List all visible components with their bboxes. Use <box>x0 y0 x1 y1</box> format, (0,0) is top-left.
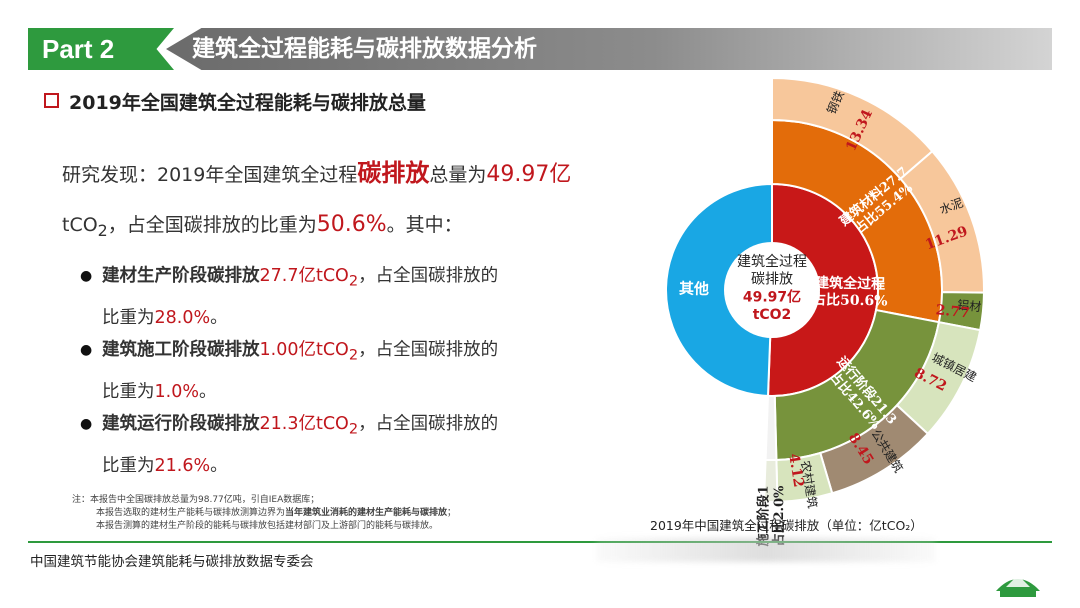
bullet-item: ● 建材生产阶段碳排放27.7亿tCO2，占全国碳排放的 比重为28.0%。 <box>80 258 620 332</box>
outer-value-2: 2.77 <box>935 302 971 321</box>
center-label: 建筑全过程碳排放 49.97亿 tCO2 <box>737 253 807 323</box>
bullet-item: ● 建筑运行阶段碳排放21.3亿tCO2，占全国碳排放的 比重为21.6%。 <box>80 406 620 480</box>
bullet-value-sub: 2 <box>348 346 359 364</box>
bullet-line-1: 建筑运行阶段碳排放21.3亿tCO2，占全国碳排放的 <box>102 406 620 448</box>
bullet-item: ● 建筑施工阶段碳排放1.00亿tCO2，占全国碳排放的 比重为1.0%。 <box>80 332 620 406</box>
footnote-line-2: 本报告选取的建材生产能耗与碳排放测算边界为当年建筑业消耗的建材生产能耗与碳排放； <box>72 507 456 520</box>
page-title: 建筑全过程能耗与碳排放数据分析 <box>192 36 537 62</box>
bullet-list: ● 建材生产阶段碳排放27.7亿tCO2，占全国碳排放的 比重为28.0%。 ●… <box>80 258 620 480</box>
finding-line-2: tCO2，占全国碳排放的比重为50.6%。其中： <box>62 200 622 256</box>
middle-slice-2 <box>764 394 778 461</box>
inner-slice-other <box>665 182 773 397</box>
bullet-dot-icon: ● <box>80 342 93 358</box>
middle-label-2: 施工阶段1占比2.0% <box>755 485 787 547</box>
finding-unit: tCO <box>62 214 98 236</box>
inner-label-other: 其他 <box>679 279 709 298</box>
part-badge: Part 2 <box>28 28 174 70</box>
chart-caption: 2019年中国建筑全过程碳排放（单位：亿tCO₂） <box>650 518 923 533</box>
bullet-suffix: ，占全国碳排放的 <box>358 266 499 286</box>
bullet-dot-icon: ● <box>80 416 93 432</box>
outer-label-5: 农村建筑 <box>798 460 820 510</box>
footnote-line-2a: 本报告选取的建材生产能耗与碳排放测算边界为 <box>96 508 286 518</box>
bullet-share-suffix: 。 <box>198 381 217 402</box>
bullet-share-prefix: 比重为 <box>102 307 155 328</box>
footnote: 注：本报告中全国碳排放总量为98.77亿吨，引自IEA数据库； 本报告选取的建材… <box>72 494 456 533</box>
bullet-share: 21.6% <box>154 455 211 476</box>
bullet-value-sub: 2 <box>348 420 359 438</box>
bullet-line-1: 建筑施工阶段碳排放1.00亿tCO2，占全国碳排放的 <box>102 332 620 374</box>
finding-prefix: 研究发现：2019年全国建筑全过程 <box>62 164 358 186</box>
finding-unit-sub: 2 <box>97 220 108 240</box>
bullet-line-2: 比重为21.6%。 <box>102 448 620 484</box>
footer-organization: 中国建筑节能协会建筑能耗与碳排放数据专委会 <box>30 554 314 570</box>
bullet-value: 1.00亿tCO <box>259 340 349 360</box>
association-logo-icon <box>996 575 1040 597</box>
finding-share-text: ，占全国碳排放的比重为 <box>107 214 317 236</box>
finding-total-value: 49.97亿 <box>486 162 572 187</box>
inner-label-building: 建筑全过程占比50.6% <box>812 274 888 309</box>
bullet-share: 1.0% <box>154 381 199 402</box>
bullet-share-prefix: 比重为 <box>102 455 155 476</box>
bullet-suffix: ，占全国碳排放的 <box>358 340 499 360</box>
footnote-line-1: 注：本报告中全国碳排放总量为98.77亿吨，引自IEA数据库； <box>72 495 320 505</box>
header: Part 2 建筑全过程能耗与碳排放数据分析 <box>28 28 1052 70</box>
bullet-share-suffix: 。 <box>210 307 228 328</box>
title-bar <box>166 28 1052 70</box>
square-bullet-icon <box>44 93 59 108</box>
section-heading: 2019年全国建筑全过程能耗与碳排放总量 <box>44 88 426 115</box>
outer-label-2: 铝材 <box>957 297 982 314</box>
sunburst-chart: 钢铁13.34水泥11.29铝材2.77城镇居建8.72公共建筑8.45农村建筑… <box>665 76 985 547</box>
bullet-value: 27.7亿tCO <box>259 266 349 286</box>
finding-emphasis: 碳排放 <box>357 159 430 187</box>
bullet-line-2: 比重为1.0%。 <box>102 374 620 410</box>
bullet-line-1: 建材生产阶段碳排放27.7亿tCO2，占全国碳排放的 <box>102 258 620 300</box>
center-disc <box>724 242 820 338</box>
section-heading-text: 2019年全国建筑全过程能耗与碳排放总量 <box>69 92 426 114</box>
footnote-line-2c: ； <box>447 508 457 518</box>
footnote-line-2b: 当年建筑业消耗的建材生产能耗与碳排放 <box>285 508 448 518</box>
finding-line-1: 研究发现：2019年全国建筑全过程碳排放总量为49.97亿 <box>62 148 622 200</box>
bullet-prefix: 建筑运行阶段碳排放 <box>102 414 260 434</box>
finding-mid: 总量为 <box>429 164 487 186</box>
bullet-line-2: 比重为28.0%。 <box>102 300 620 336</box>
blurred-watermark <box>596 538 936 562</box>
bullet-value-sub: 2 <box>348 272 359 290</box>
finding-share-value: 50.6% <box>316 212 387 237</box>
footer-rule <box>28 541 1052 543</box>
footnote-line-3: 本报告测算的建材生产阶段的能耗与碳排放包括建材部门及上游部门的能耗与碳排放。 <box>96 521 439 531</box>
bullet-share: 28.0% <box>154 307 211 328</box>
bullet-suffix: ，占全国碳排放的 <box>358 414 499 434</box>
bullet-prefix: 建材生产阶段碳排放 <box>102 266 260 286</box>
bullet-share-suffix: 。 <box>210 455 228 476</box>
outer-slice-construction <box>762 458 779 503</box>
bullet-prefix: 建筑施工阶段碳排放 <box>102 340 260 360</box>
finding-paragraph: 研究发现：2019年全国建筑全过程碳排放总量为49.97亿 tCO2，占全国碳排… <box>62 148 622 256</box>
bullet-share-prefix: 比重为 <box>102 381 155 402</box>
outer-value-5: 4.12 <box>785 452 806 488</box>
bullet-dot-icon: ● <box>80 268 93 284</box>
finding-suffix: 。其中： <box>386 214 463 236</box>
bullet-value: 21.3亿tCO <box>259 414 349 434</box>
